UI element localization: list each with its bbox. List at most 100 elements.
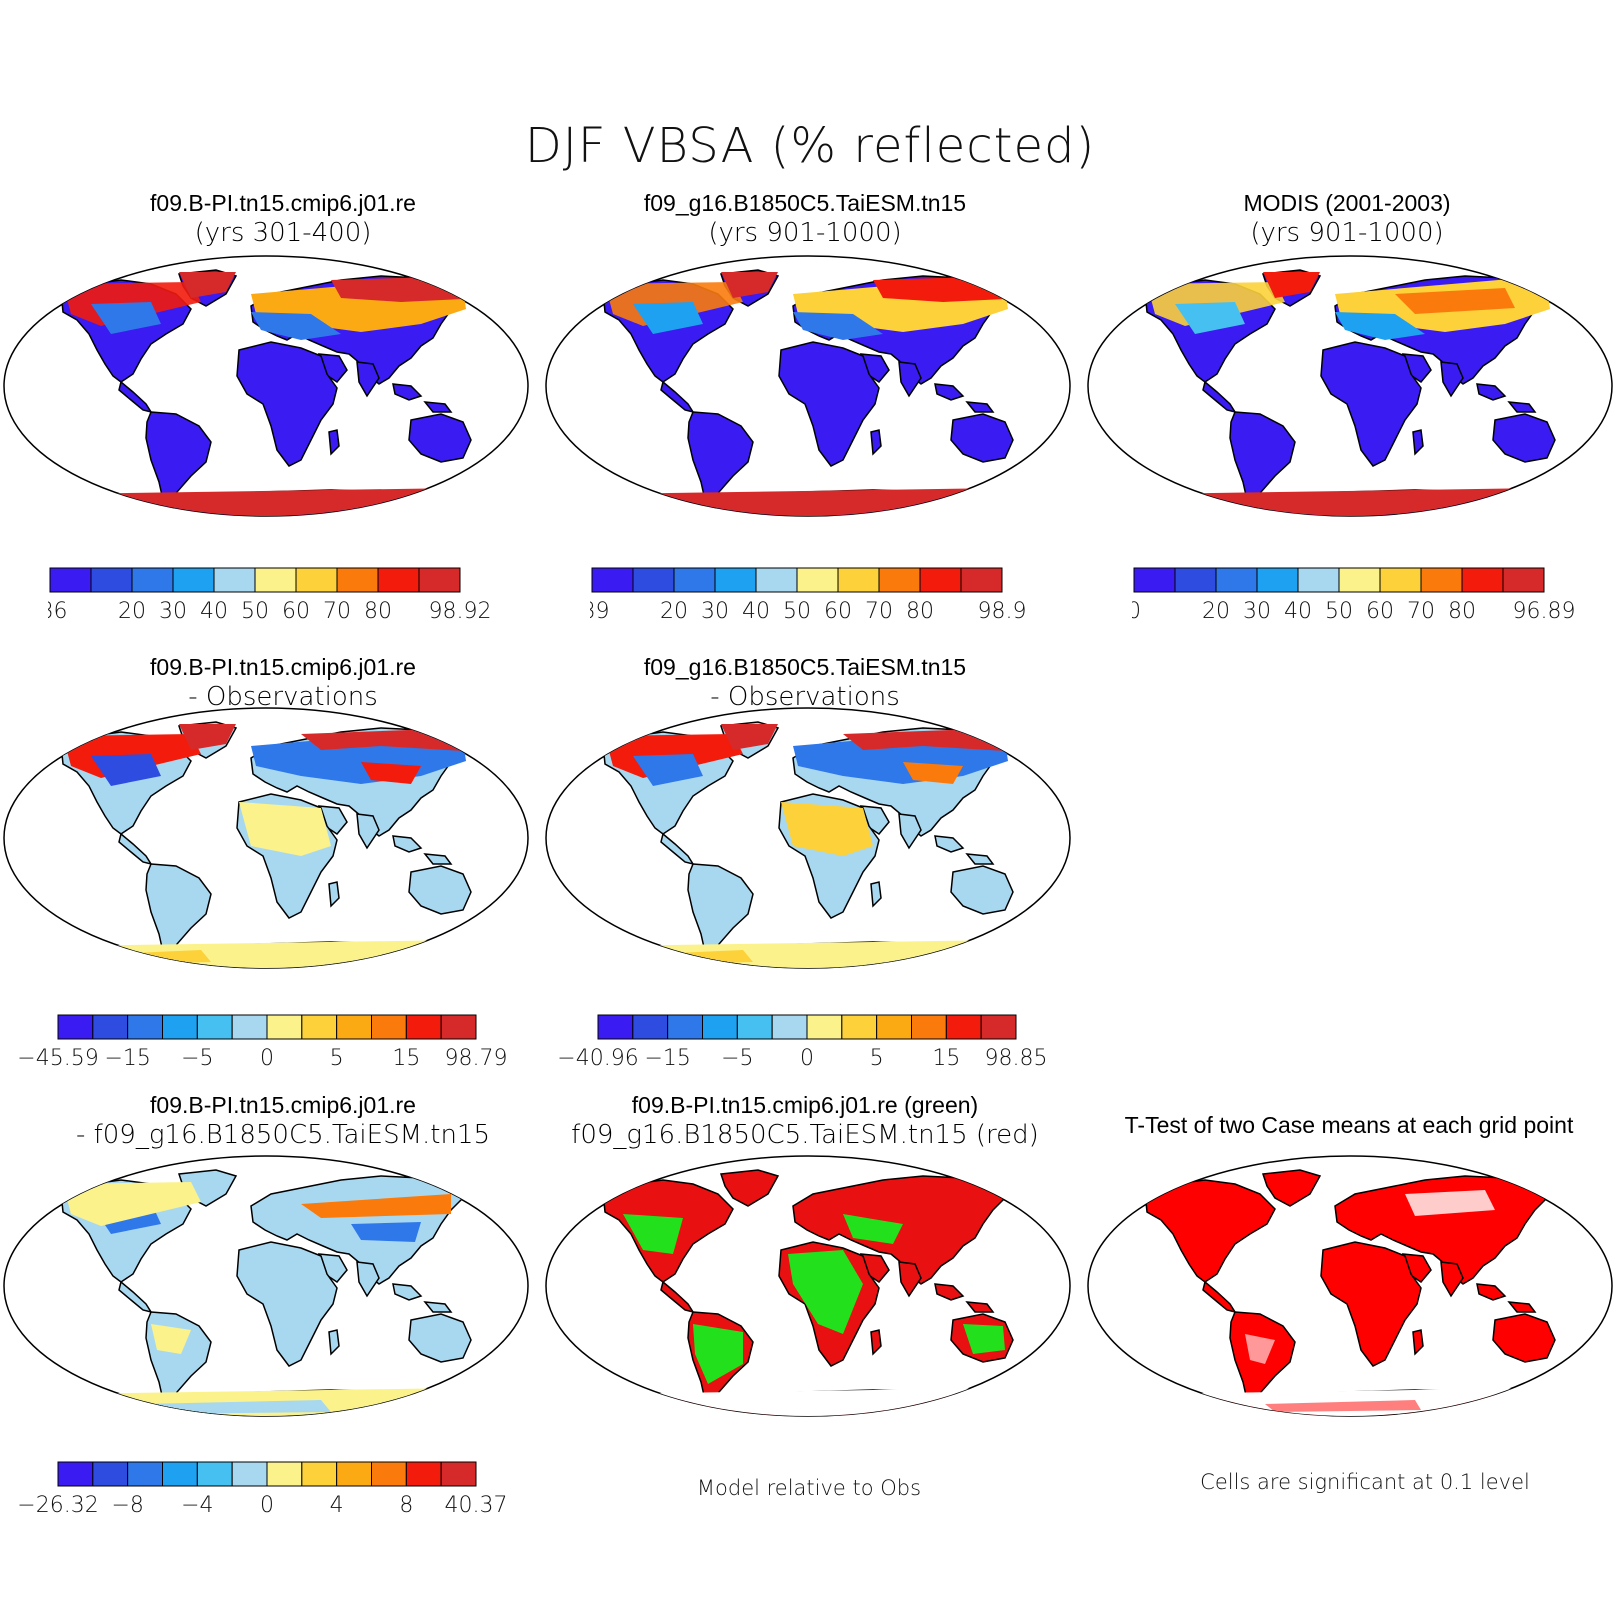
- colorbar-box: [667, 1014, 703, 1040]
- colorbar-box: [876, 1014, 912, 1040]
- colorbar-tick-label: −15: [644, 1046, 690, 1071]
- colorbar-tick-label: 20: [1202, 599, 1230, 624]
- panel-2-title-line1: f09_g16.B1850C5.TaiESM.tn15: [643, 190, 967, 216]
- colorbar-tick-label: 80: [906, 599, 934, 624]
- colorbar-tick-label: 40.37: [445, 1493, 508, 1518]
- colorbar-box: [377, 567, 420, 593]
- colorbar-tick-label: 50: [783, 599, 811, 624]
- colorbar-tick-label: −15: [104, 1046, 150, 1071]
- colorbar-tick-label: 50: [241, 599, 269, 624]
- colorbar-tick-label: .89: [590, 599, 610, 624]
- colorbar-tick-label: 60: [282, 599, 310, 624]
- colorbar-box: [172, 567, 215, 593]
- colorbar-box: [771, 1014, 808, 1040]
- colorbar-box: [841, 1014, 878, 1040]
- panel-9-title-line1: T-Test of two Case means at each grid po…: [1124, 1112, 1574, 1138]
- colorbar-tick-label: 96.89: [1513, 599, 1576, 624]
- panel-8-title-line1: f09.B-PI.tn15.cmip6.j01.re (green): [631, 1092, 979, 1118]
- colorbar-tick-label: 60: [824, 599, 852, 624]
- colorbar-box: [960, 567, 1003, 593]
- colorbar-box: [266, 1014, 303, 1040]
- colorbar-box: [301, 1014, 338, 1040]
- panel-5-colorbar: −40.96 −15 −5 0 5 15 98.85: [557, 1014, 1048, 1071]
- colorbar-tick-label: 98.9: [978, 599, 1027, 624]
- colorbar-box: [440, 1014, 477, 1040]
- colorbar-tick-label: −5: [181, 1046, 213, 1071]
- colorbar-box: [254, 567, 297, 593]
- colorbar-box: [301, 1461, 338, 1487]
- colorbar-tick-label: 30: [159, 599, 187, 624]
- colorbar-tick-label: 20: [118, 599, 146, 624]
- panel-4-title-line1: f09.B-PI.tn15.cmip6.j01.re: [150, 654, 416, 680]
- colorbar-box: [127, 1014, 163, 1040]
- colorbar-box: [336, 567, 379, 593]
- colorbar-tick-label: .86: [48, 599, 68, 624]
- panel-5-title-line2: - Observations: [710, 682, 900, 712]
- colorbar-tick-label: 98.85: [985, 1046, 1048, 1071]
- colorbar-tick-label: 60: [1366, 599, 1394, 624]
- panel-9-map: [1087, 1155, 1613, 1417]
- panel-3-colorbar: 0 20 30 40 50 60 70 80 96.89: [1132, 567, 1576, 624]
- panel-4-colorbar: −45.59 −15 −5 0 5 15 98.79: [17, 1014, 508, 1071]
- colorbar-box: [49, 567, 92, 593]
- colorbar-box: [371, 1014, 407, 1040]
- panel-4-title: f09.B-PI.tn15.cmip6.j01.re - Observation…: [3, 652, 563, 712]
- colorbar-box: [919, 567, 962, 593]
- colorbar-box: [714, 567, 757, 593]
- colorbar-tick-label: 0: [260, 1046, 274, 1071]
- colorbar-tick-label: 0: [260, 1493, 274, 1518]
- panel-7-colorbar: −26.32 −8 −4 0 4 8 40.37: [17, 1461, 508, 1518]
- colorbar-box: [266, 1461, 303, 1487]
- colorbar-box: [632, 1014, 669, 1040]
- colorbar-box: [1297, 567, 1340, 593]
- panel-2-title-line2: (yrs 901-1000): [708, 218, 902, 248]
- panel-1-title: f09.B-PI.tn15.cmip6.j01.re (yrs 301-400): [3, 188, 563, 248]
- colorbar-box: [196, 1461, 233, 1487]
- colorbar-box: [418, 567, 461, 593]
- colorbar-box: [736, 1014, 773, 1040]
- colorbar-tick-label: 0: [1132, 599, 1141, 624]
- colorbar-box: [1174, 567, 1217, 593]
- panel-1-title-line2: (yrs 301-400): [194, 218, 372, 248]
- colorbar-box: [127, 1461, 163, 1487]
- panel-3-title-line1: MODIS (2001-2003): [1243, 190, 1451, 216]
- panel-8-title-line2: f09_g16.B1850C5.TaiESM.tn15 (red): [571, 1120, 1039, 1150]
- colorbar-box: [295, 567, 338, 593]
- panel-5-title: f09_g16.B1850C5.TaiESM.tn15 - Observatio…: [525, 652, 1085, 712]
- colorbar-tick-label: 80: [364, 599, 392, 624]
- colorbar-tick-label: 98.79: [445, 1046, 508, 1071]
- figure-title: DJF VBSA (% reflected): [524, 118, 1096, 174]
- colorbar-tick-label: 0: [800, 1046, 814, 1071]
- panel-1-title-line1: f09.B-PI.tn15.cmip6.j01.re: [150, 190, 416, 216]
- panel-3-title: MODIS (2001-2003) (yrs 901-1000): [1067, 188, 1620, 248]
- colorbar-tick-label: 70: [865, 599, 893, 624]
- colorbar-box: [1379, 567, 1422, 593]
- panel-9-caption: Cells are significant at 0.1 level: [1200, 1470, 1530, 1494]
- colorbar-tick-label: 40: [742, 599, 770, 624]
- colorbar-tick-label: 8: [399, 1493, 413, 1518]
- panel-8-title: f09.B-PI.tn15.cmip6.j01.re (green) f09_g…: [525, 1090, 1085, 1150]
- colorbar-box: [911, 1014, 947, 1040]
- panel-1-colorbar: .86 20 30 40 50 60 70 80 98.92: [48, 567, 491, 624]
- colorbar-tick-label: −8: [111, 1493, 143, 1518]
- colorbar-box: [806, 1014, 843, 1040]
- colorbar-box: [336, 1014, 372, 1040]
- colorbar-box: [1256, 567, 1299, 593]
- panel-2-map: [545, 255, 1071, 517]
- colorbar-tick-label: 40: [200, 599, 228, 624]
- colorbar-box: [92, 1461, 129, 1487]
- panel-8-map: [545, 1155, 1071, 1417]
- panel-8-caption: Model relative to Obs: [696, 1476, 922, 1500]
- colorbar-box: [597, 1014, 634, 1040]
- colorbar-tick-label: 15: [392, 1046, 420, 1071]
- colorbar-box: [92, 1014, 129, 1040]
- colorbar-box: [1215, 567, 1258, 593]
- colorbar-box: [702, 1014, 738, 1040]
- colorbar-box: [162, 1014, 198, 1040]
- colorbar-box: [591, 567, 634, 593]
- colorbar-box: [440, 1461, 477, 1487]
- colorbar-tick-label: 30: [701, 599, 729, 624]
- colorbar-tick-label: 5: [870, 1046, 884, 1071]
- colorbar-box: [90, 567, 133, 593]
- panel-1-map: [3, 255, 529, 517]
